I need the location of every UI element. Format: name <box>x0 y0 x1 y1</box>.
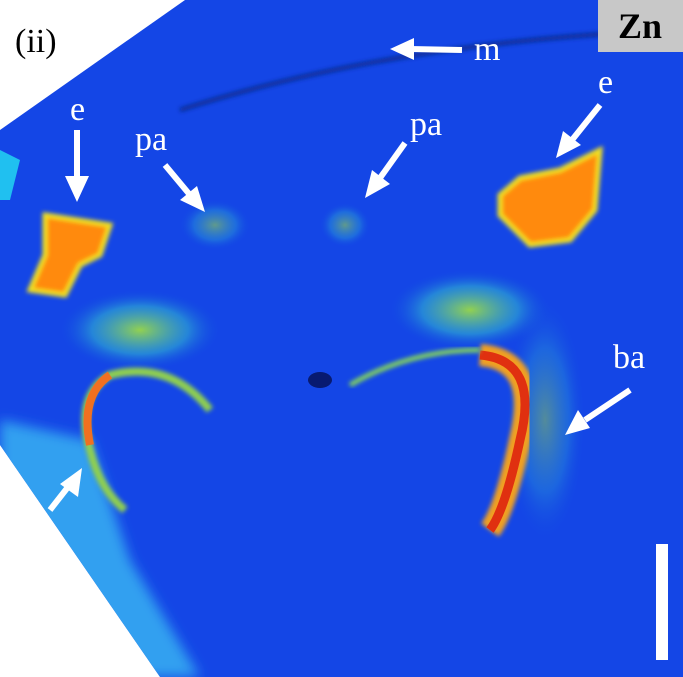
annotation: pa <box>410 106 442 143</box>
element-box <box>598 0 683 52</box>
panel-label: (ii) <box>15 23 57 60</box>
element-label: Zn <box>618 6 662 46</box>
arrows <box>47 38 632 512</box>
scale-bar <box>656 544 668 660</box>
annotation: m <box>474 31 500 68</box>
annotation: pa <box>135 121 167 158</box>
annotation: ba <box>5 516 37 553</box>
annotation: e <box>598 64 613 101</box>
annotation: ba <box>613 339 645 376</box>
annotation: e <box>70 91 85 128</box>
